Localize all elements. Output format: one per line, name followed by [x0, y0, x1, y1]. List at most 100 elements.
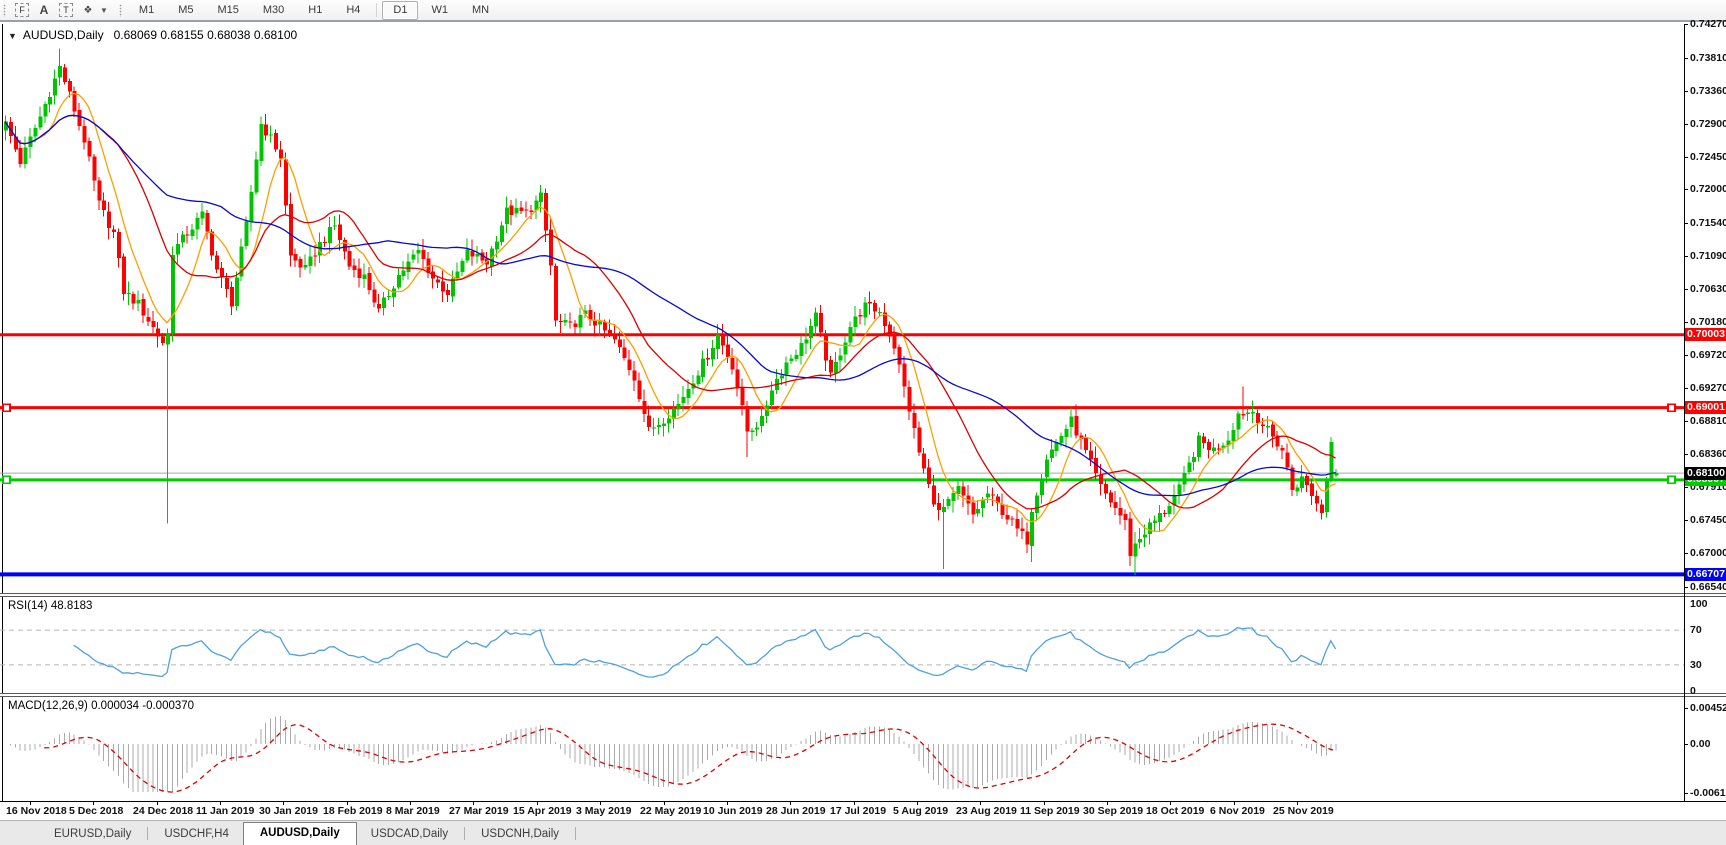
- date-label: 10 Jun 2019: [703, 805, 763, 817]
- chart-tab-usdchf[interactable]: USDCHF,H4: [164, 828, 229, 840]
- date-tick: [473, 801, 474, 805]
- date-label: 16 Nov 2018: [6, 805, 67, 817]
- draw-objects-icon[interactable]: ❖: [83, 4, 93, 16]
- price-tick: [1684, 157, 1688, 158]
- timeframe-button-h4[interactable]: H4: [346, 3, 361, 16]
- date-label: 22 May 2019: [640, 805, 702, 817]
- date-tick: [220, 801, 221, 805]
- chart-title: ▼ AUDUSD,Daily 0.68069 0.68155 0.68038 0.6…: [8, 28, 297, 42]
- price-tick: [1684, 124, 1688, 125]
- rsi-tick-label: 70: [1690, 624, 1702, 636]
- macd-tick: [1684, 793, 1688, 794]
- level-price-tag: 0.69001: [1684, 401, 1726, 414]
- timeframe-button-d1[interactable]: D1: [382, 0, 419, 20]
- macd-tick: [1684, 708, 1688, 709]
- macd-tick-label: 0.00: [1690, 738, 1711, 750]
- dropdown-caret-icon[interactable]: ▼: [100, 5, 108, 15]
- timeframe-button-h1[interactable]: H1: [308, 3, 323, 16]
- macd-tick-label: 0.004528: [1690, 702, 1726, 714]
- date-label: 11 Jan 2019: [196, 805, 255, 817]
- quote-close: 0.68100: [253, 28, 298, 42]
- chart-tab-usdcnh[interactable]: USDCNH,Daily: [481, 828, 560, 840]
- price-tick: [1684, 355, 1688, 356]
- macd-signal-value: -0.000370: [142, 700, 195, 712]
- timeframe-button-m5[interactable]: M5: [178, 3, 194, 16]
- price-tick-label: 0.66540: [1690, 581, 1726, 593]
- price-tick-label: 0.67000: [1690, 547, 1726, 559]
- price-tick: [1684, 454, 1688, 455]
- quote-open: 0.68069: [113, 28, 157, 42]
- chart-tab-bar: EURUSD,Daily USDCHF,H4 AUDUSD,Daily USDCAD,…: [0, 820, 1726, 845]
- price-tick: [1684, 553, 1688, 554]
- price-tick-label: 0.71540: [1690, 217, 1726, 229]
- quote-low: 0.68038: [207, 28, 251, 42]
- text-box-icon[interactable]: T: [57, 2, 75, 18]
- date-label: 18 Feb 2019: [323, 805, 383, 817]
- price-tick-label: 0.68810: [1690, 415, 1726, 427]
- price-tick-label: 0.67450: [1690, 514, 1726, 526]
- level-price-tag: 0.70003: [1684, 328, 1726, 341]
- price-axis-border: [1684, 24, 1685, 801]
- rsi-current-value: 48.8183: [50, 600, 93, 612]
- price-tick-label: 0.72450: [1690, 151, 1726, 163]
- macd-panel[interactable]: [0, 697, 1684, 801]
- rsi-panel[interactable]: [0, 597, 1684, 693]
- chart-tab-eurusd[interactable]: EURUSD,Daily: [54, 828, 132, 840]
- panel-splitter-macd[interactable]: [0, 693, 1726, 697]
- tab-separator: [464, 827, 466, 840]
- date-tick: [537, 801, 538, 805]
- price-tick: [1684, 421, 1688, 422]
- quote-high: 0.68155: [160, 28, 204, 42]
- price-tick-label: 0.69270: [1690, 382, 1726, 394]
- timeframe-button-m15[interactable]: M15: [217, 3, 239, 16]
- window-left-border: [2, 24, 3, 801]
- price-tick: [1684, 322, 1688, 323]
- price-tick-label: 0.72900: [1690, 118, 1726, 130]
- date-tick: [1107, 801, 1108, 805]
- date-label: 17 Jul 2019: [830, 805, 887, 817]
- macd-main-value: 0.000034: [91, 700, 140, 712]
- price-tick: [1684, 520, 1688, 521]
- rsi-tick-label: 0: [1690, 685, 1696, 697]
- panel-splitter-rsi[interactable]: [0, 593, 1726, 597]
- chart-symbol-period: AUDUSD,Daily: [22, 28, 104, 42]
- current-price-tag: 0.68100: [1684, 467, 1726, 480]
- macd-label: MACD(12,26,9) 0.000034 -0.000370: [8, 700, 194, 712]
- chart-tab-usdcad[interactable]: USDCAD,Daily: [370, 828, 449, 840]
- date-label: 18 Oct 2019: [1146, 805, 1205, 817]
- date-label: 8 Mar 2019: [386, 805, 440, 817]
- toolbar-grip-2[interactable]: [118, 3, 122, 17]
- price-tick-label: 0.70630: [1690, 283, 1726, 295]
- date-label: 30 Sep 2019: [1083, 805, 1144, 817]
- date-tick: [1234, 801, 1235, 805]
- date-label: 24 Dec 2018: [133, 805, 194, 817]
- price-tick-label: 0.73360: [1690, 85, 1726, 97]
- price-tick: [1684, 189, 1688, 190]
- symbol-collapse-icon[interactable]: ▼: [8, 31, 17, 41]
- timeframe-button-mn[interactable]: MN: [471, 3, 490, 16]
- macd-indicator-name: MACD(12,26,9): [8, 700, 88, 712]
- date-tick: [854, 801, 855, 805]
- price-tick: [1684, 91, 1688, 92]
- price-tick-label: 0.69720: [1690, 349, 1726, 361]
- chart-tab-audusd[interactable]: AUDUSD,Daily: [242, 822, 357, 845]
- date-label: 23 Aug 2019: [956, 805, 1017, 817]
- date-label: 25 Nov 2019: [1273, 805, 1334, 817]
- timeframe-button-m30[interactable]: M30: [262, 3, 285, 16]
- price-tick-label: 0.70180: [1690, 316, 1726, 328]
- main-price-panel[interactable]: [0, 24, 1684, 593]
- price-tick: [1684, 256, 1688, 257]
- toolbar-grip[interactable]: [3, 3, 6, 17]
- text-label-icon[interactable]: A: [39, 3, 49, 17]
- price-tick: [1684, 58, 1688, 59]
- timeframe-button-m1[interactable]: M1: [138, 3, 155, 16]
- timeframe-group-separator: [376, 3, 378, 17]
- time-axis-line: [0, 801, 1726, 802]
- date-tick: [410, 801, 411, 805]
- font-frame-icon[interactable]: F: [13, 2, 31, 18]
- chart-window: ▼ AUDUSD,Daily 0.68069 0.68155 0.68038 0.6…: [0, 18, 1726, 822]
- date-tick: [1044, 801, 1045, 805]
- timeframe-button-w1[interactable]: W1: [431, 3, 448, 16]
- date-tick: [664, 801, 665, 805]
- date-tick: [347, 801, 348, 805]
